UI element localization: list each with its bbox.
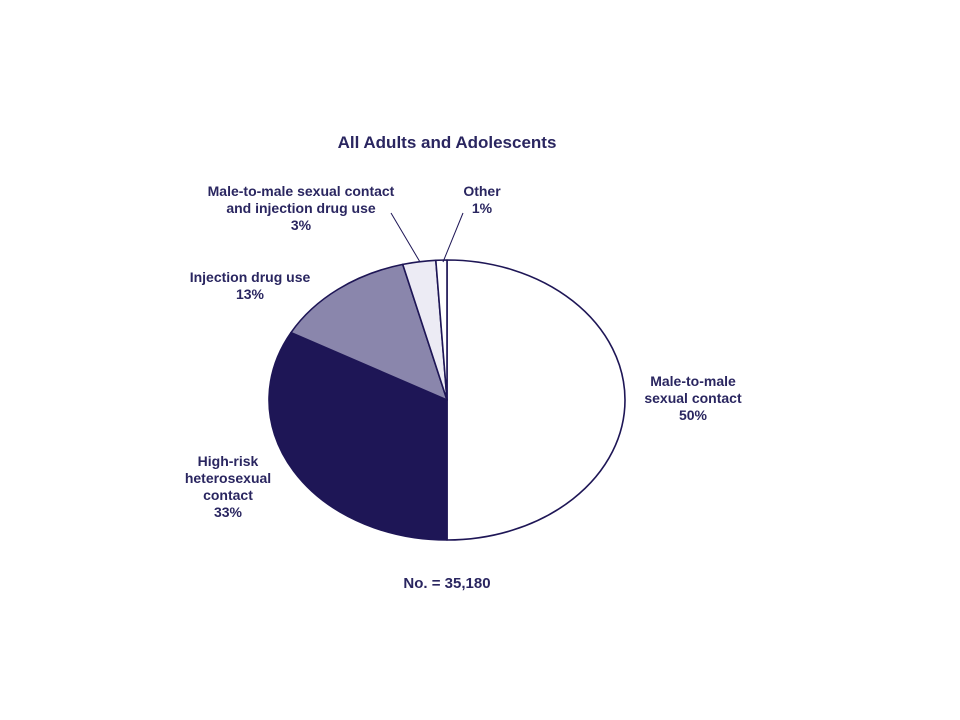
slice-percent: 13%: [236, 286, 265, 302]
slice-label-msm-and-idu: Male-to-male sexual contact and injection…: [208, 183, 395, 233]
pie-slice-injection-drug-use: [290, 263, 448, 401]
slice-label-line: heterosexual: [185, 470, 271, 486]
slice-label-line: Other: [463, 183, 501, 199]
slice-label-line: Male-to-male: [650, 373, 736, 389]
slice-label-line: and injection drug use: [226, 200, 376, 216]
slice-percent: 3%: [291, 217, 312, 233]
slice-label-injection-drug-use: Injection drug use 13%: [190, 269, 311, 302]
pie-slice-male-to-male: [446, 259, 626, 541]
chart-note: No. = 35,180: [403, 575, 490, 592]
leader-line-msm-and-idu: [390, 212, 421, 263]
slice-label-other: Other 1%: [463, 183, 501, 216]
slice-label-line: sexual contact: [644, 390, 742, 406]
pie-slice-heterosexual: [268, 331, 448, 541]
slice-labels: Male-to-male sexual contact 50% High-risk he…: [185, 183, 742, 520]
slice-label-line: contact: [203, 487, 253, 503]
leader-line-other: [442, 212, 464, 263]
slice-label-line: High-risk: [198, 453, 259, 469]
slice-label-heterosexual: High-risk heterosexual contact 33%: [185, 453, 271, 520]
leader-lines: [390, 212, 464, 263]
pie-slice-other: [435, 259, 448, 401]
pie-slices: [268, 259, 626, 541]
slice-label-line: Injection drug use: [190, 269, 311, 285]
slice-label-line: Male-to-male sexual contact: [208, 183, 395, 199]
chart-title: All Adults and Adolescents: [338, 133, 557, 152]
slice-percent: 50%: [679, 407, 708, 423]
slice-label-male-to-male: Male-to-male sexual contact 50%: [644, 373, 742, 423]
slice-percent: 33%: [214, 504, 243, 520]
slice-percent: 1%: [472, 200, 493, 216]
